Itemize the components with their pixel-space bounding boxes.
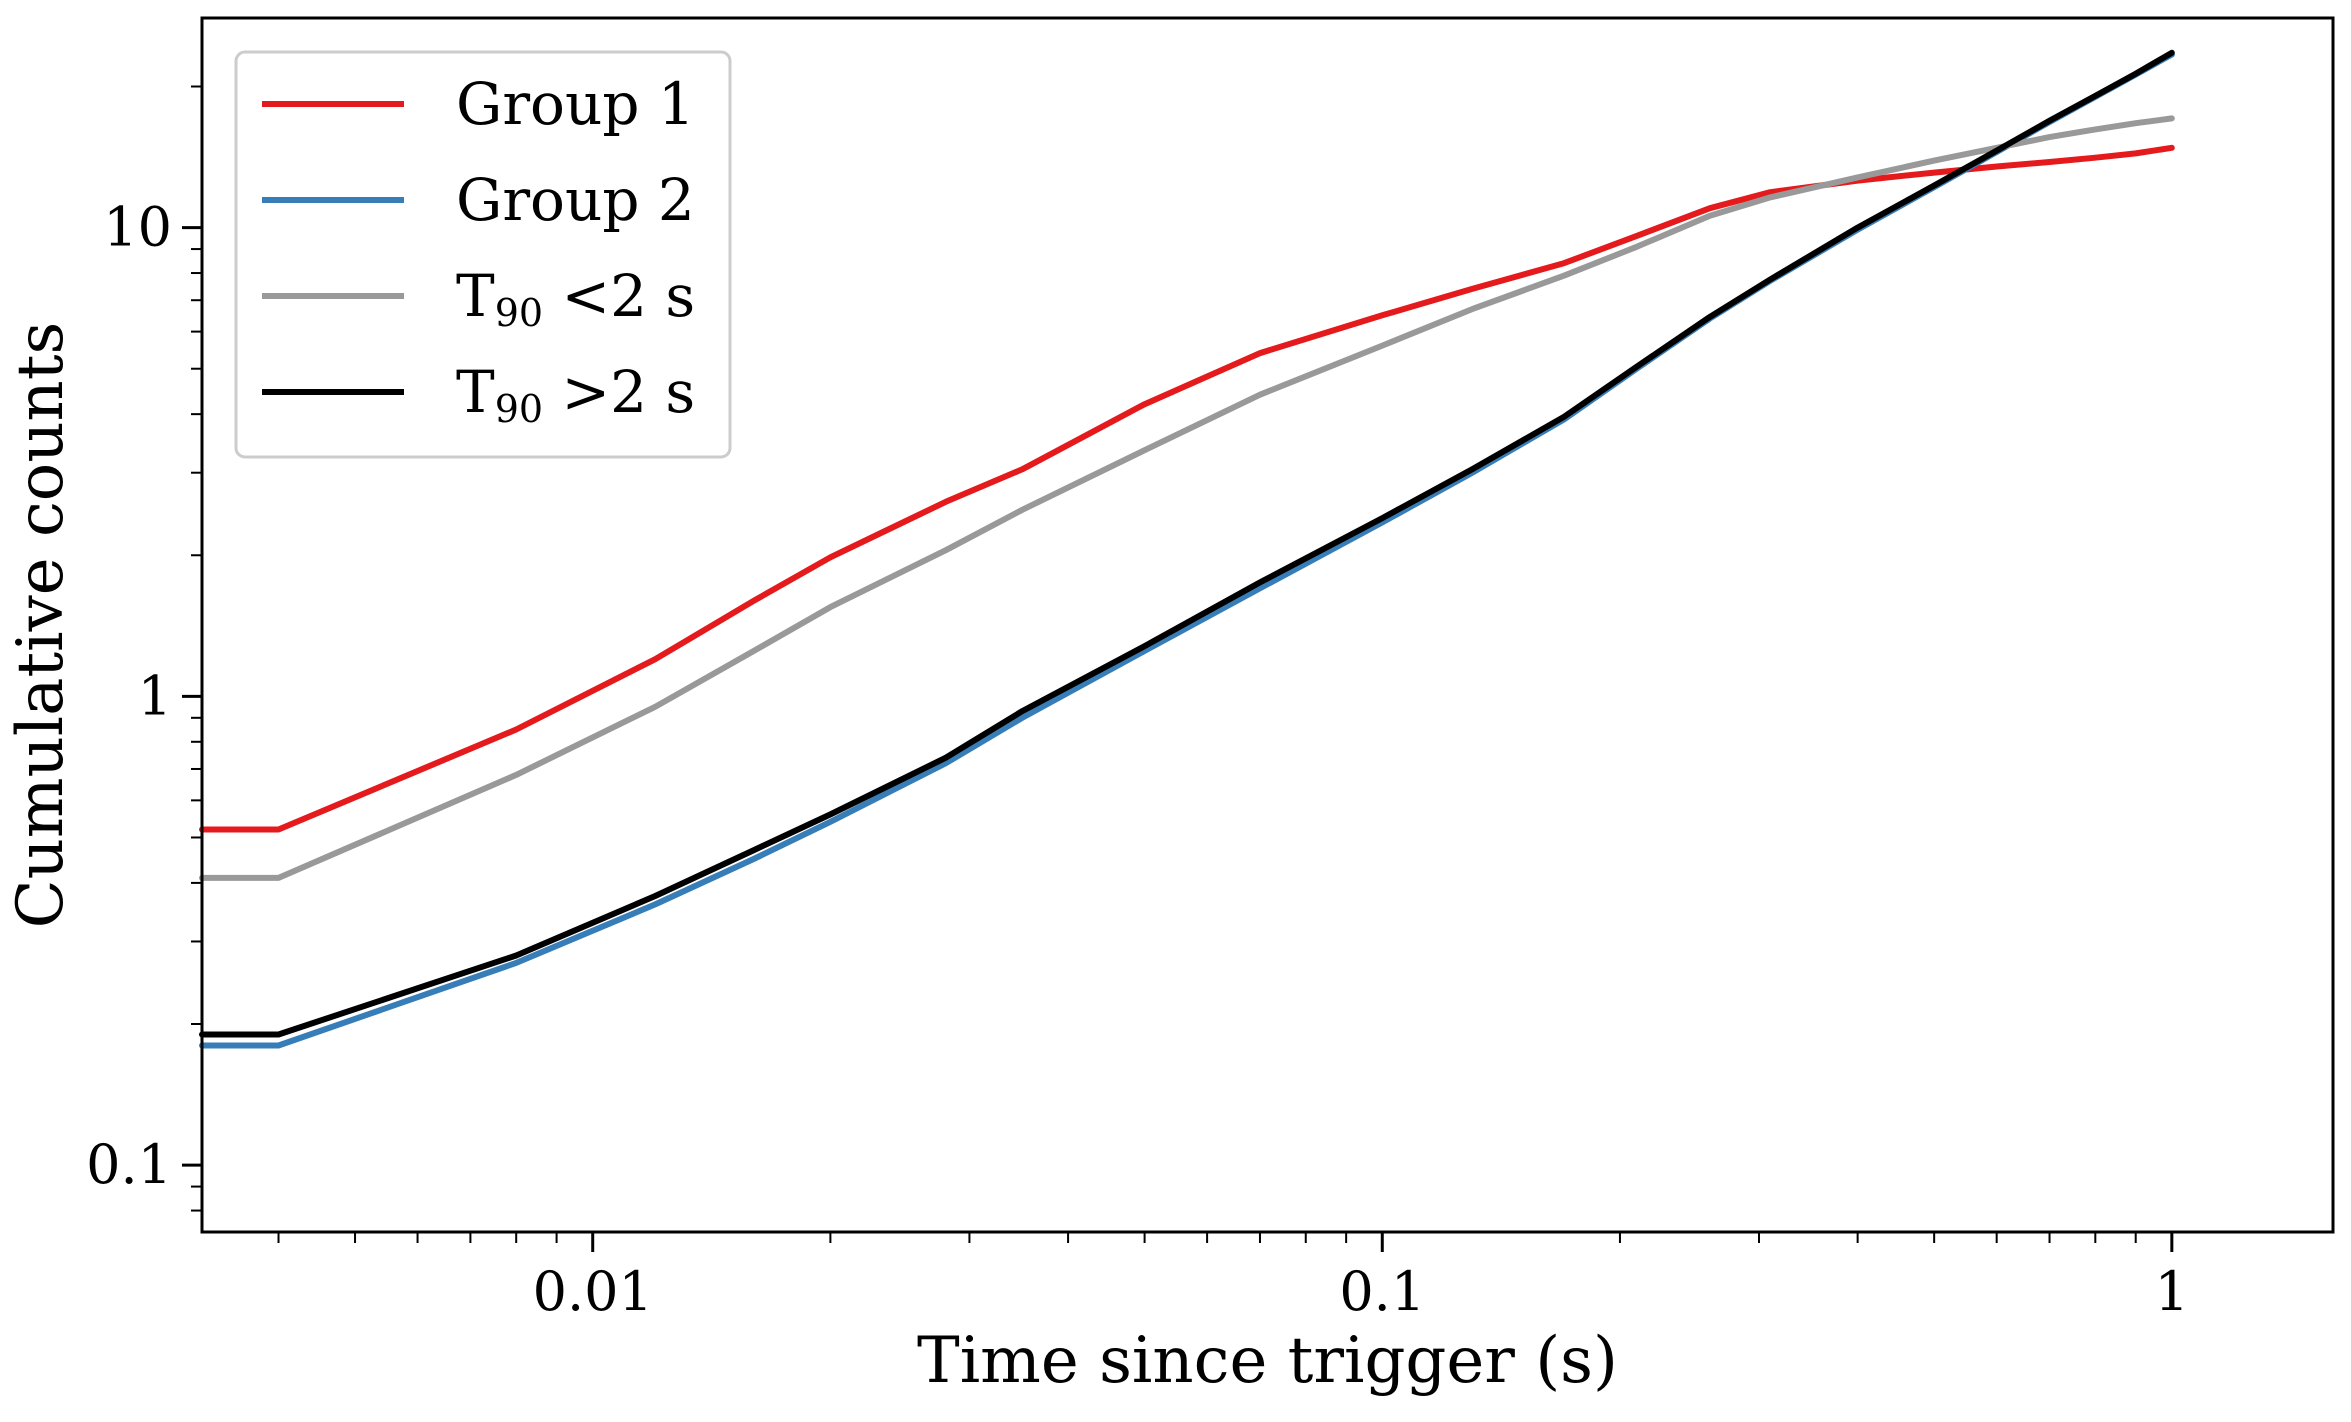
y-tick-label: 0.1 (86, 1133, 172, 1196)
x-axis: 0.01 0.1 1 (277, 1232, 2189, 1323)
x-axis-label: Time since trigger (s) (917, 1324, 1618, 1398)
x-tick-label: 0.01 (533, 1260, 653, 1323)
series-line-4 (199, 49, 2175, 1038)
series-line-1 (199, 144, 2175, 833)
y-axis: 0.1 1 10 (86, 85, 202, 1212)
x-tick-label: 0.1 (1339, 1260, 1425, 1323)
y-tick-label: 10 (103, 196, 172, 259)
y-axis-label: Cumulative counts (4, 322, 78, 929)
series-line-3 (199, 115, 2175, 881)
plot-frame (200, 16, 2335, 1234)
legend: Group 1 Group 2 T90 <2 s T90 >2 s (234, 50, 732, 459)
legend-label: Group 1 (456, 70, 695, 138)
x-tick-label: 1 (2155, 1260, 2189, 1323)
legend-label: T90 <2 s (456, 262, 695, 335)
legend-label: Group 2 (456, 166, 695, 234)
legend-label: T90 >2 s (456, 358, 695, 431)
legend-box (234, 50, 732, 459)
series-lines (199, 49, 2175, 1049)
y-tick-label: 1 (138, 664, 172, 727)
